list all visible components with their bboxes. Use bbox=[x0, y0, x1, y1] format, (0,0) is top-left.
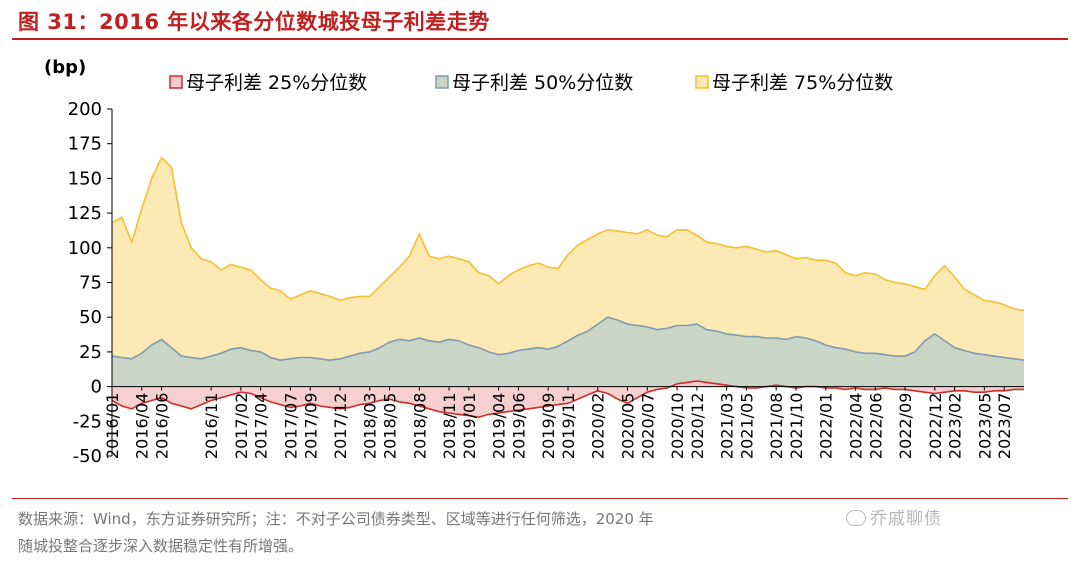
x-tick-label: 2016/01 bbox=[103, 393, 122, 459]
x-tick-label: 2017/09 bbox=[301, 393, 320, 459]
x-tick-label: 2023/07 bbox=[995, 393, 1014, 459]
x-tick-label: 2020/02 bbox=[589, 393, 608, 459]
x-tick-label: 2023/02 bbox=[946, 393, 965, 459]
legend-swatch-p25 bbox=[169, 75, 183, 89]
legend: 母子利差 25%分位数 母子利差 50%分位数 母子利差 75%分位数 bbox=[169, 72, 893, 94]
x-tick-label: 2022/09 bbox=[896, 393, 915, 459]
source-line-2: 随城投整合逐步深入数据稳定性有所增强。 bbox=[18, 537, 304, 555]
watermark: 乔戚聊债 bbox=[846, 504, 942, 529]
x-tick-label: 2016/11 bbox=[202, 393, 221, 459]
legend-swatch-p50 bbox=[435, 75, 449, 89]
title-rule bbox=[12, 38, 1068, 40]
y-tick-label: 50 bbox=[79, 307, 102, 328]
axes-layer: -50 -25 0 25 50 75 100 125 150 175 200 (bp) 2016/01 2… bbox=[44, 57, 1024, 467]
x-tick-label: 2019/04 bbox=[490, 393, 509, 459]
x-tick-label: 2020/12 bbox=[688, 393, 707, 459]
x-tick-label: 2017/02 bbox=[232, 393, 251, 459]
y-tick-label: -25 bbox=[73, 411, 102, 432]
source-note: 数据来源：Wind，东方证券研究所；注：不对子公司债券类型、区域等进行任何筛选，… bbox=[18, 506, 1068, 560]
x-tick-label: 2021/10 bbox=[787, 393, 806, 459]
series-p75-line bbox=[111, 156, 1025, 312]
x-tick-label: 2021/08 bbox=[767, 393, 786, 459]
source-line-1: 数据来源：Wind，东方证券研究所；注：不对子公司债券类型、区域等进行任何筛选，… bbox=[18, 510, 654, 528]
x-tick-label: 2017/12 bbox=[331, 393, 350, 459]
x-tick-label: 2018/05 bbox=[381, 393, 400, 459]
x-tick-label: 2022/04 bbox=[847, 393, 866, 459]
y-tick-label: 200 bbox=[68, 99, 102, 120]
x-tick-label: 2017/04 bbox=[252, 393, 271, 459]
x-tick-label: 2018/08 bbox=[410, 393, 429, 459]
x-tick-label: 2018/11 bbox=[440, 393, 459, 459]
x-tick-label: 2019/01 bbox=[460, 393, 479, 459]
series-p25-line bbox=[111, 380, 1024, 418]
wechat-icon bbox=[846, 510, 866, 526]
y-tick-label: 75 bbox=[79, 273, 102, 294]
y-tick-label: 25 bbox=[79, 342, 102, 363]
x-tick-label: 2019/11 bbox=[559, 393, 578, 459]
x-tick-label: 2019/06 bbox=[509, 393, 528, 459]
x-tick-label: 2020/07 bbox=[638, 393, 657, 459]
x-tick-label: 2022/06 bbox=[866, 393, 885, 459]
x-tick-label: 2016/04 bbox=[133, 393, 152, 459]
x-tick-label: 2019/09 bbox=[539, 393, 558, 459]
y-tick-label: 0 bbox=[91, 377, 102, 398]
x-tick-label: 2022/01 bbox=[817, 393, 836, 459]
series-p50-area bbox=[112, 317, 1024, 387]
legend-label-p50: 母子利差 50%分位数 bbox=[452, 72, 633, 94]
area-chart: -50 -25 0 25 50 75 100 125 150 175 200 (bp) 2016/01 2… bbox=[44, 57, 1025, 467]
y-tick-label: 150 bbox=[68, 168, 102, 189]
y-tick-label: -50 bbox=[73, 446, 102, 467]
legend-label-p25: 母子利差 25%分位数 bbox=[186, 72, 367, 94]
series-p50-line bbox=[111, 316, 1025, 361]
x-tick-label: 2021/05 bbox=[737, 393, 756, 459]
x-tick-label: 2022/12 bbox=[926, 393, 945, 459]
area-layer bbox=[111, 156, 1025, 418]
y-axis-unit: (bp) bbox=[44, 57, 86, 78]
chart-title: 图 31：2016 年以来各分位数城投母子利差走势 bbox=[18, 10, 490, 34]
series-p75-area bbox=[112, 157, 1024, 387]
x-tick-label: 2017/07 bbox=[281, 393, 300, 459]
x-tick-label: 2023/05 bbox=[975, 393, 994, 459]
y-tick-label: 175 bbox=[68, 134, 102, 155]
x-tick-label: 2018/03 bbox=[361, 393, 380, 459]
legend-swatch-p75 bbox=[695, 75, 709, 89]
legend-label-p75: 母子利差 75%分位数 bbox=[712, 72, 893, 94]
footer-rule bbox=[12, 498, 1068, 499]
y-tick-label: 100 bbox=[68, 238, 102, 259]
watermark-text: 乔戚聊债 bbox=[870, 509, 942, 529]
x-tick-label: 2016/06 bbox=[153, 393, 172, 459]
x-tick-label: 2020/05 bbox=[619, 393, 638, 459]
y-tick-label: 125 bbox=[68, 203, 102, 224]
x-tick-label: 2020/10 bbox=[668, 393, 687, 459]
x-tick-label: 2021/03 bbox=[718, 393, 737, 459]
